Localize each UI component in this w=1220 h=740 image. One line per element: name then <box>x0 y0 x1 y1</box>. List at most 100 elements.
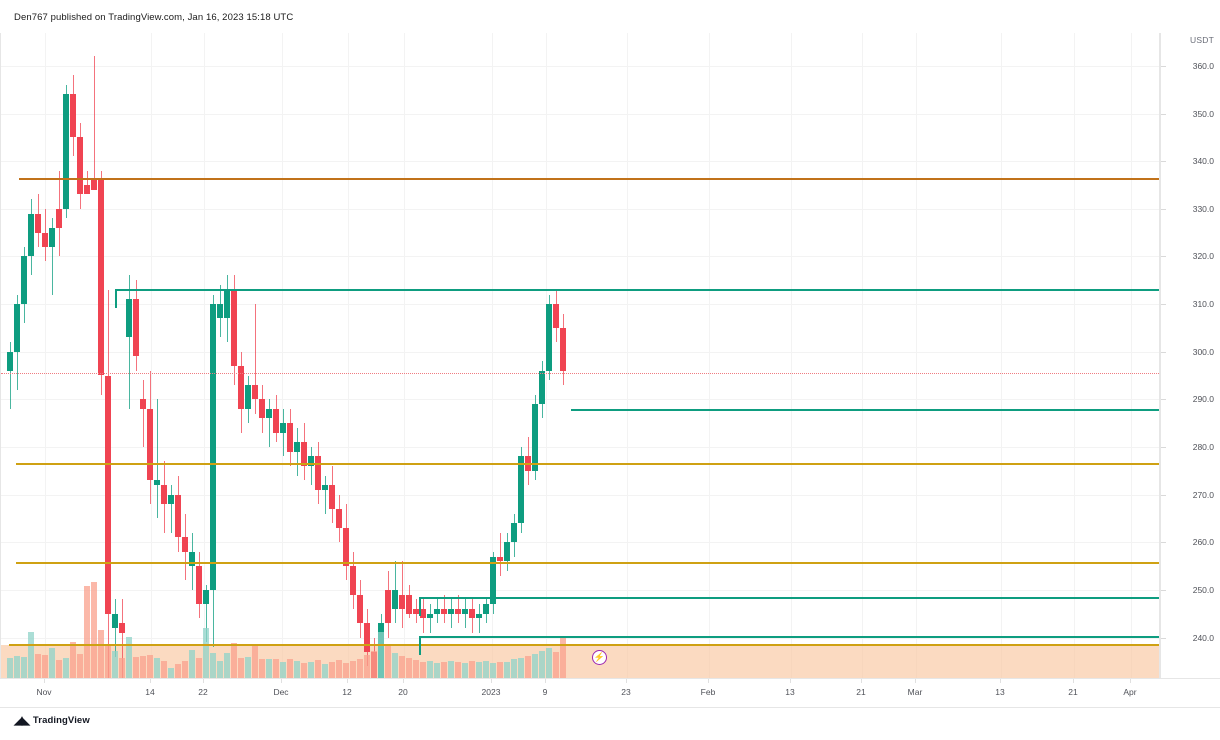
time-tick-dash <box>1073 679 1074 683</box>
resistance-313-line[interactable] <box>115 288 1159 291</box>
gridline-horizontal <box>1 161 1159 163</box>
volume-bar <box>441 662 447 678</box>
chart-plot-area[interactable]: ⚡ <box>0 33 1160 678</box>
candle-body <box>168 494 174 505</box>
candle-body <box>105 375 111 614</box>
gridline-horizontal <box>1 208 1159 210</box>
volume-bar <box>49 648 55 678</box>
time-tick-dash <box>44 679 45 683</box>
candle-body <box>84 184 90 195</box>
volume-bar <box>350 661 356 678</box>
candle-wick <box>255 304 256 414</box>
bolt-glyph: ⚡ <box>593 652 606 662</box>
volume-bar <box>168 668 174 678</box>
gridline-vertical <box>404 33 405 678</box>
support-238-line[interactable] <box>9 643 1159 646</box>
candle-body <box>119 623 125 633</box>
candle-body <box>189 551 195 567</box>
lightning-bolt-icon[interactable]: ⚡ <box>592 650 607 665</box>
price-tick-label: 300.0 <box>1192 346 1214 357</box>
support-248-stem <box>419 597 421 616</box>
volume-bar <box>413 660 419 678</box>
gridline-horizontal <box>1 304 1159 306</box>
volume-bar <box>511 659 517 678</box>
support-287-line[interactable] <box>571 409 1159 412</box>
candle-wick <box>430 604 431 633</box>
candle-body <box>301 442 307 466</box>
candle-body <box>210 304 216 590</box>
gridline-vertical <box>916 33 917 678</box>
gridline-vertical <box>709 33 710 678</box>
candle-body <box>308 456 314 466</box>
candle-body <box>539 370 545 405</box>
resistance-336-line[interactable] <box>19 177 1159 180</box>
time-tick-label: 14 <box>145 687 155 697</box>
candle-body <box>273 408 279 433</box>
price-scale[interactable]: USDT 360.0 350.0 340.0 330.0 320.0 310.0 300.0… <box>1160 33 1220 678</box>
price-tick-label: 240.0 <box>1192 632 1214 643</box>
volume-bar <box>399 656 405 678</box>
candle-body <box>448 608 454 614</box>
candle-wick <box>206 585 207 643</box>
candle-wick <box>444 594 445 624</box>
volume-bar <box>378 632 384 678</box>
price-tick-label: 350.0 <box>1192 108 1214 119</box>
candle-body <box>91 180 97 190</box>
candle-wick <box>479 604 480 633</box>
time-tick-label: Apr <box>1123 687 1137 697</box>
candle-body <box>182 537 188 552</box>
candle-body <box>483 604 489 614</box>
volume-bar <box>371 651 377 678</box>
candle-body <box>532 404 538 471</box>
price-tick-label: 330.0 <box>1192 203 1214 214</box>
candle-body <box>560 327 566 371</box>
candle-body <box>455 608 461 614</box>
gridline-horizontal <box>1 351 1159 353</box>
volume-bar <box>476 662 482 678</box>
volume-bar <box>189 650 195 678</box>
volume-bar <box>294 661 300 678</box>
candle-body <box>49 227 55 247</box>
volume-bar <box>14 656 20 678</box>
time-tick-label: 23 <box>621 687 631 697</box>
price-tick-label: 340.0 <box>1192 156 1214 167</box>
volume-bar <box>392 653 398 678</box>
volume-bar <box>203 628 209 678</box>
volume-bar <box>273 659 279 678</box>
volume-bar <box>84 586 90 678</box>
gridline-vertical <box>1131 33 1132 678</box>
volume-bar <box>154 658 160 678</box>
support-240-line[interactable] <box>419 636 1159 639</box>
gridline-vertical <box>204 33 205 678</box>
volume-bar <box>462 663 468 678</box>
time-scale[interactable]: Nov 14 22 Dec 12 20 2023 9 23 Feb 13 21 Mar 13 21 Apr <box>0 678 1220 708</box>
gridline-horizontal <box>1 589 1159 591</box>
price-tick-dash <box>1161 637 1166 639</box>
volume-bar <box>308 662 314 678</box>
candle-wick <box>283 408 284 457</box>
candle-body <box>343 527 349 567</box>
time-tick-label: Nov <box>36 687 52 697</box>
time-tick-label: 22 <box>198 687 208 697</box>
volume-bar <box>224 653 230 678</box>
candle-body <box>490 556 496 605</box>
price-tick-label: 360.0 <box>1192 60 1214 71</box>
candle-body <box>357 594 363 624</box>
price-tick-dash <box>1161 399 1166 401</box>
volume-bar <box>182 661 188 678</box>
volume-bar <box>140 656 146 678</box>
support-255-line[interactable] <box>16 562 1159 565</box>
support-248-line[interactable] <box>419 596 1159 599</box>
time-tick-label: 9 <box>542 687 548 697</box>
candle-wick <box>52 218 53 295</box>
price-tick-label: 320.0 <box>1192 251 1214 262</box>
volume-bar <box>217 661 223 678</box>
time-tick-label: Mar <box>907 687 923 697</box>
resistance-276-line[interactable] <box>16 462 1159 465</box>
candle-body <box>147 408 153 481</box>
candle-body <box>399 594 405 609</box>
price-tick-label: 280.0 <box>1192 441 1214 452</box>
last-close-dotted-line <box>1 373 1159 375</box>
tradingview-mark: ◢◣ <box>14 715 30 727</box>
